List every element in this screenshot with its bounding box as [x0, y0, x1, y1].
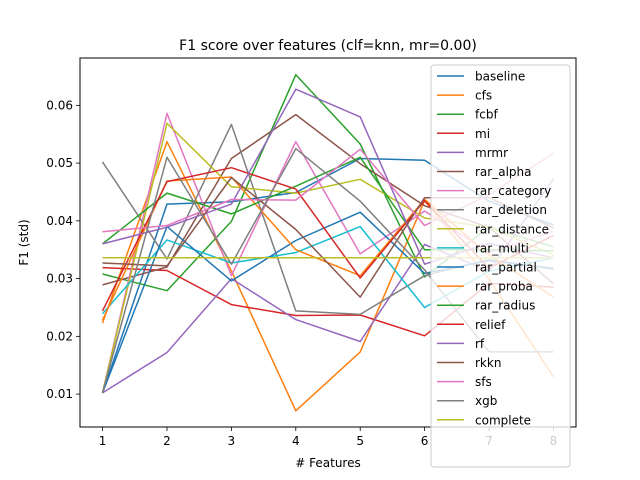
legend-label-rar_partial: rar_partial — [475, 261, 537, 275]
legend: baseline cfs fcbf mi mrmr rar_alpha rar_catego… — [430, 64, 571, 468]
x-axis-title: # Features — [295, 456, 360, 470]
x-tick-label: 2 — [163, 434, 171, 448]
chart-title: F1 score over features (clf=knn, mr=0.00… — [179, 38, 477, 54]
legend-label-sfs: sfs — [475, 375, 492, 389]
y-tick-label: 0.01 — [46, 387, 73, 401]
x-tick-label: 3 — [228, 434, 236, 448]
x-tick-label: 6 — [421, 434, 429, 448]
plot-frame — [79, 57, 577, 428]
x-tick-label: 1 — [99, 434, 107, 448]
y-axis: 0.01 0.02 0.03 0.04 0.05 0.06 — [46, 98, 80, 401]
legend-label-rar_multi: rar_multi — [475, 241, 529, 255]
legend-label-rar_radius: rar_radius — [475, 299, 535, 313]
legend-label-cfs: cfs — [475, 89, 492, 103]
y-axis-title: F1 (std) — [17, 219, 31, 265]
legend-label-mrmr: mrmr — [475, 146, 508, 160]
legend-label-rkkn: rkkn — [475, 356, 501, 370]
legend-label-rar_category: rar_category — [475, 184, 551, 198]
y-tick-label: 0.06 — [46, 98, 73, 112]
y-tick-label: 0.03 — [46, 272, 73, 286]
y-tick-label: 0.02 — [46, 329, 73, 343]
legend-label-rar_deletion: rar_deletion — [475, 203, 547, 217]
legend-label-xgb: xgb — [475, 394, 497, 408]
y-tick-label: 0.04 — [46, 214, 73, 228]
legend-label-relief: relief — [475, 318, 506, 332]
legend-label-rar_proba: rar_proba — [475, 280, 533, 294]
y-tick-label: 0.05 — [46, 156, 73, 170]
legend-label-mi: mi — [475, 127, 490, 141]
legend-label-rf: rf — [475, 337, 485, 351]
x-tick-label: 4 — [292, 434, 300, 448]
legend-label-rar_alpha: rar_alpha — [475, 165, 531, 179]
legend-label-fcbf: fcbf — [475, 108, 498, 122]
legend-label-complete: complete — [475, 413, 531, 427]
legend-label-baseline: baseline — [475, 70, 525, 84]
legend-label-rar_distance: rar_distance — [475, 222, 549, 236]
x-tick-label: 5 — [356, 434, 364, 448]
legend-box — [430, 64, 571, 468]
